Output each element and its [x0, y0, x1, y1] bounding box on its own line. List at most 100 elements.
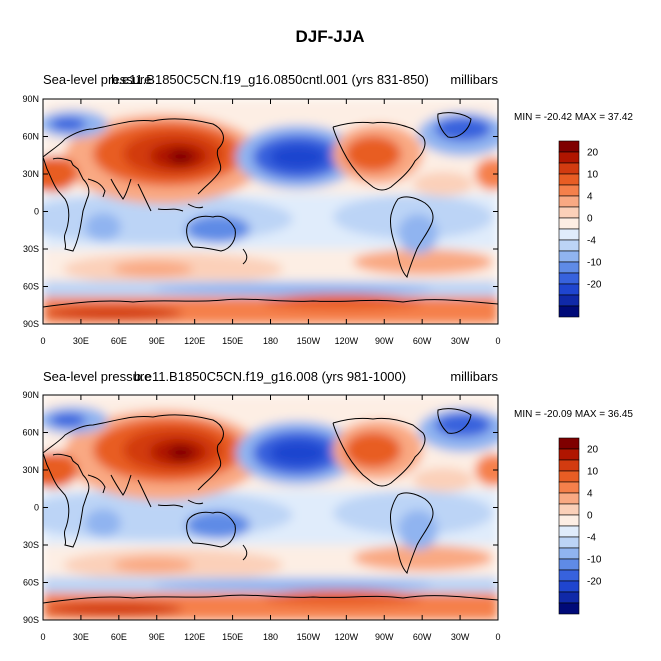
- lon-label: 180: [263, 336, 278, 346]
- lat-label: 90S: [23, 319, 39, 329]
- colorbar-swatch: [558, 580, 580, 593]
- colorbar-swatch: [558, 140, 580, 153]
- colorbar-label: -4: [587, 533, 596, 544]
- lat-label: 60N: [22, 132, 39, 142]
- colorbar-swatch: [558, 602, 580, 615]
- colorbar-swatch: [558, 305, 580, 318]
- colorbar-label: 4: [587, 489, 593, 500]
- lat-label: 0: [34, 207, 39, 217]
- lat-label: 90N: [22, 94, 39, 104]
- colorbar-swatch: [558, 239, 580, 252]
- colorbar-swatch: [558, 536, 580, 549]
- colorbar-swatch: [558, 250, 580, 263]
- colorbar-swatch: [558, 272, 580, 285]
- map-field: [43, 99, 498, 324]
- lon-label: 90W: [375, 336, 394, 346]
- panel-minmax: MIN = -20.42 MAX = 37.42: [514, 112, 633, 123]
- colorbar-label: 0: [587, 511, 593, 522]
- lat-label: 30S: [23, 244, 39, 254]
- lon-label: 30W: [451, 336, 470, 346]
- panel-1: Sea-level pressure b.e11.B1850C5CN.f19_g…: [22, 72, 633, 346]
- map-field: [43, 395, 498, 620]
- colorbar-swatch: [558, 558, 580, 571]
- panel-units: millibars: [450, 369, 498, 384]
- colorbar-label: 20: [587, 445, 599, 456]
- lon-label: 120W: [335, 336, 359, 346]
- colorbar-swatch: [558, 591, 580, 604]
- panel-2: Sea-level pressure b.e11.B1850C5CN.f19_g…: [22, 369, 633, 642]
- panel-left-text: Sea-level pressure: [43, 72, 151, 87]
- colorbar-swatch: [558, 184, 580, 197]
- colorbar-label: 0: [587, 214, 593, 225]
- lat-label: 30S: [23, 540, 39, 550]
- colorbar-swatch: [558, 294, 580, 307]
- colorbar-swatch: [558, 217, 580, 230]
- colorbar-swatch: [558, 503, 580, 516]
- lat-label: 30N: [22, 465, 39, 475]
- panel-units: millibars: [450, 72, 498, 87]
- lon-label: 30W: [451, 632, 470, 642]
- lon-label: 60E: [111, 632, 127, 642]
- colorbar-label: 20: [587, 148, 599, 159]
- colorbar-swatch: [558, 206, 580, 219]
- colorbar-label: 10: [587, 467, 599, 478]
- lat-label: 60S: [23, 578, 39, 588]
- colorbar-label: -20: [587, 280, 602, 291]
- panel-center-text: b.e11.B1850C5CN.f19_g16.008 (yrs 981-100…: [134, 369, 406, 384]
- colorbar: 20 10 4 0 -4 -10 -20: [558, 437, 602, 615]
- colorbar-swatch: [558, 569, 580, 582]
- lon-label: 60W: [413, 336, 432, 346]
- lat-label: 60N: [22, 428, 39, 438]
- panel-center-text: b.e11.B1850C5CN.f19_g16.0850cntl.001 (yr…: [111, 72, 429, 87]
- colorbar-label: -10: [587, 258, 602, 269]
- lon-label: 150E: [222, 336, 243, 346]
- lat-label: 0: [34, 503, 39, 513]
- lon-label: 150E: [222, 632, 243, 642]
- lon-label: 150W: [297, 336, 321, 346]
- colorbar-label: -20: [587, 577, 602, 588]
- colorbar-label: -10: [587, 555, 602, 566]
- panel-left-text: Sea-level pressure: [43, 369, 151, 384]
- colorbar-swatch: [558, 448, 580, 461]
- lon-label: 90E: [149, 632, 165, 642]
- lon-label: 60W: [413, 632, 432, 642]
- lon-label: 120W: [335, 632, 359, 642]
- lon-label: 0: [495, 632, 500, 642]
- colorbar-swatch: [558, 459, 580, 472]
- colorbar-label: 10: [587, 170, 599, 181]
- lon-label: 120E: [184, 336, 205, 346]
- lat-label: 60S: [23, 282, 39, 292]
- figure-title: DJF-JJA: [296, 27, 365, 46]
- lon-label: 0: [40, 336, 45, 346]
- lat-label: 90S: [23, 615, 39, 625]
- colorbar-swatch: [558, 525, 580, 538]
- colorbar-label: 4: [587, 192, 593, 203]
- lon-label: 90W: [375, 632, 394, 642]
- lon-label: 60E: [111, 336, 127, 346]
- colorbar-swatch: [558, 514, 580, 527]
- lon-label: 90E: [149, 336, 165, 346]
- colorbar-label: -4: [587, 236, 596, 247]
- lon-label: 180: [263, 632, 278, 642]
- colorbar-swatch: [558, 283, 580, 296]
- colorbar: 20 10 4 0 -4 -10 -20: [558, 140, 602, 318]
- lat-label: 30N: [22, 169, 39, 179]
- lon-label: 0: [40, 632, 45, 642]
- colorbar-swatch: [558, 437, 580, 450]
- colorbar-swatch: [558, 173, 580, 186]
- lon-label: 30E: [73, 632, 89, 642]
- lon-label: 0: [495, 336, 500, 346]
- colorbar-swatch: [558, 151, 580, 164]
- panel-minmax: MIN = -20.09 MAX = 36.45: [514, 409, 633, 420]
- lon-label: 120E: [184, 632, 205, 642]
- colorbar-swatch: [558, 547, 580, 560]
- colorbar-swatch: [558, 481, 580, 494]
- lon-label: 150W: [297, 632, 321, 642]
- colorbar-swatch: [558, 492, 580, 505]
- lat-label: 90N: [22, 390, 39, 400]
- colorbar-swatch: [558, 470, 580, 483]
- colorbar-swatch: [558, 261, 580, 274]
- colorbar-swatch: [558, 162, 580, 175]
- colorbar-swatch: [558, 195, 580, 208]
- lon-label: 30E: [73, 336, 89, 346]
